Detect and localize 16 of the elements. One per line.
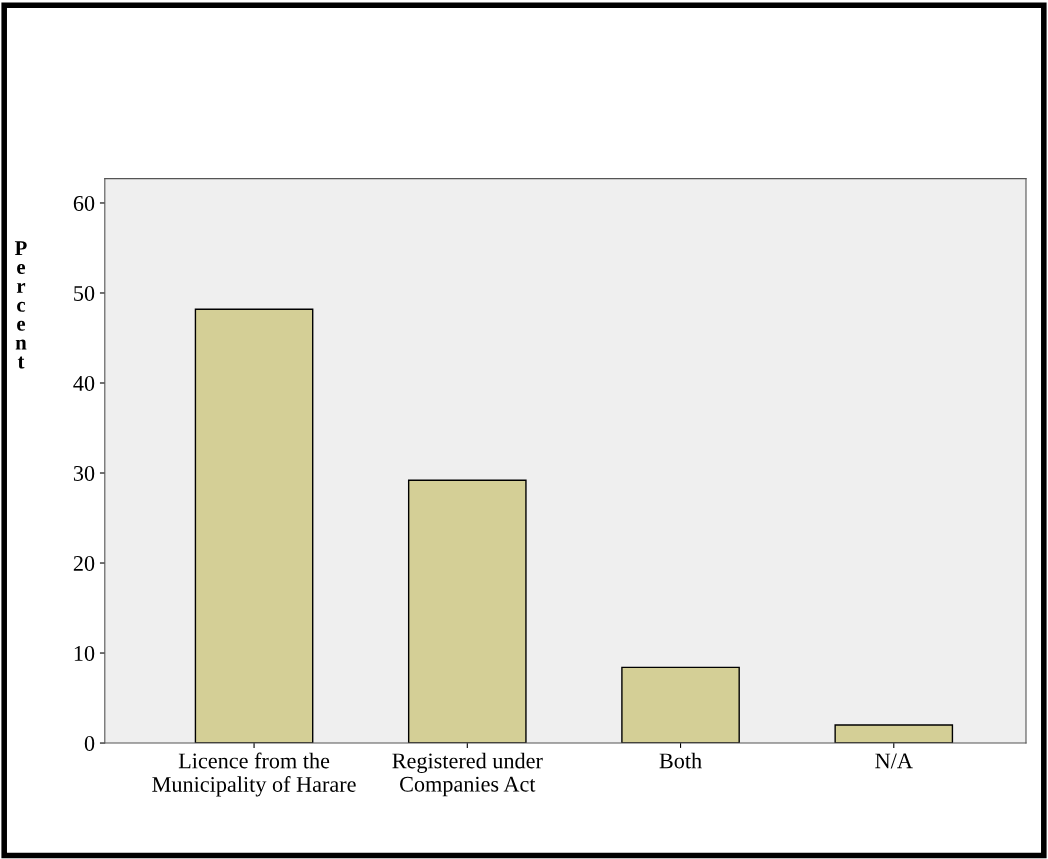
x-tick-label: N/A: [875, 753, 913, 769]
y-axis-title: Percent: [14, 241, 27, 369]
y-tick-label: 10: [74, 645, 95, 661]
y-tick-label: 20: [73, 555, 95, 571]
y-tick-label: 60: [73, 195, 95, 211]
y-tick-label: 30: [73, 465, 95, 481]
y-tick-label: 0: [84, 735, 95, 751]
bar: [834, 724, 954, 744]
y-tick-label: 40: [73, 375, 95, 391]
bar: [194, 308, 314, 744]
x-tick-label: Licence from the Municipality of Harare: [152, 752, 356, 797]
bar: [407, 479, 527, 744]
y-tick-label: 50: [74, 285, 95, 301]
x-tick-label: Registered under Companies Act: [392, 752, 543, 797]
bar: [621, 666, 740, 744]
x-tick-label: Both: [659, 752, 702, 769]
